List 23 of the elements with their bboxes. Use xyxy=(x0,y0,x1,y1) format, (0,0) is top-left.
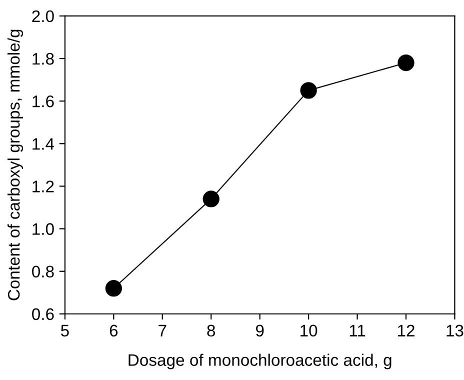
point xyxy=(300,82,317,99)
y-tick-label: 0.6 xyxy=(32,308,54,320)
y-tick-label: 2.0 xyxy=(32,10,54,22)
y-tick-label: 0.8 xyxy=(32,266,54,278)
y-tick-label: 1.2 xyxy=(32,180,54,192)
y-tick-label: 1.4 xyxy=(32,138,54,150)
point xyxy=(105,280,122,297)
x-axis-title: Dosage of monochloroacetic acid, g xyxy=(128,354,392,370)
x-tick-label: 8 xyxy=(207,324,216,337)
x-tick-label: 11 xyxy=(350,324,366,336)
y-axis-title: Content of carboxyl groups, mmole/g xyxy=(8,30,24,300)
x-tick-label: 13 xyxy=(446,324,464,337)
x-tick-label: 9 xyxy=(256,324,264,337)
x-tick-label: 10 xyxy=(300,324,318,337)
x-tick-label: 7 xyxy=(158,324,166,336)
x-tick-label: 5 xyxy=(60,324,69,337)
x-tick-label: 12 xyxy=(398,324,414,336)
point xyxy=(398,54,414,72)
y-tick-label: 1.8 xyxy=(32,52,54,65)
y-tick-label: 1.0 xyxy=(32,223,54,235)
point xyxy=(202,190,220,208)
x-tick-label: 6 xyxy=(110,324,118,337)
y-tick-label: 1.6 xyxy=(32,95,54,108)
